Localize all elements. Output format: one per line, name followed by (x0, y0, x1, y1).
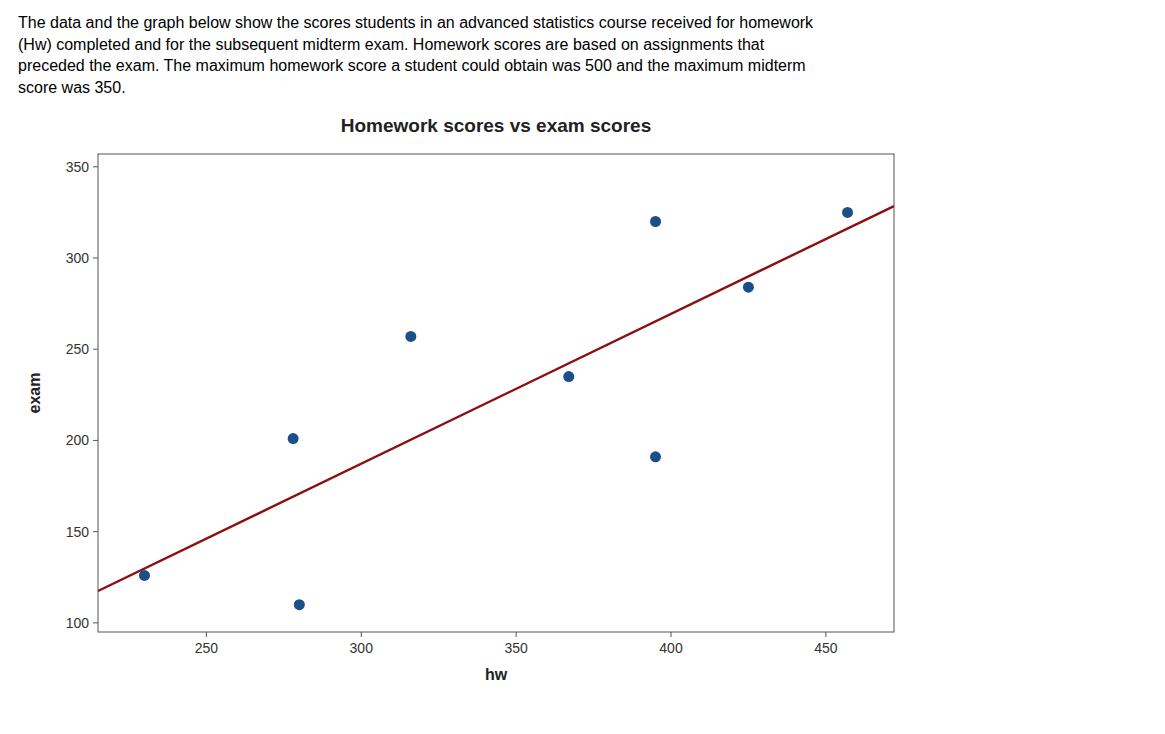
scatter-point (743, 282, 754, 293)
scatter-point (405, 331, 416, 342)
scatter-point (842, 207, 853, 218)
plot-frame (98, 154, 894, 632)
y-tick-label: 100 (66, 615, 90, 631)
x-tick (361, 632, 362, 637)
y-tick-label: 200 (66, 433, 90, 449)
chart: Homework scores vs exam scores 250 300 350 4… (18, 104, 918, 694)
x-tick (206, 632, 207, 637)
y-tick (93, 258, 98, 259)
title: Homework scores vs exam scores (341, 115, 652, 136)
x-tick (670, 632, 671, 637)
x-tick-label: 300 (350, 640, 374, 656)
paragraph: The data and the graph below show the sc… (18, 12, 1147, 98)
y-tick (93, 623, 98, 624)
x-tick (516, 632, 517, 637)
y-tick-label: 150 (66, 524, 90, 540)
y-tick-label: 300 (66, 250, 90, 266)
chart-container: Homework scores vs exam scores 250 300 350 4… (0, 104, 1165, 694)
y-tick-label: 250 (66, 342, 90, 358)
x-tick-label: 450 (814, 640, 838, 656)
x-tick-label: 250 (195, 640, 219, 656)
x-tick-label: 350 (504, 640, 528, 656)
y-axis-label: exam (26, 373, 43, 414)
x-tick (825, 632, 826, 637)
page: {"paragraph": "The data and the graph be… (0, 0, 1165, 734)
scatter-point (563, 371, 574, 382)
scatter-point (294, 600, 305, 611)
y-tick (93, 167, 98, 168)
y-tick (93, 440, 98, 441)
y-tick-label: 350 (66, 159, 90, 175)
y-tick (93, 532, 98, 533)
y-tick (93, 349, 98, 350)
axes: 250 300 350 400 450 100 150 200 250 300 350 (66, 154, 894, 656)
regression-line (98, 206, 894, 591)
scatter-point (139, 570, 150, 581)
plot-area (98, 206, 894, 610)
scatter-point (288, 433, 299, 444)
scatter-point (650, 216, 661, 227)
scatter-point (650, 452, 661, 463)
x-axis-label: hw (485, 666, 508, 683)
x-tick-label: 400 (659, 640, 683, 656)
